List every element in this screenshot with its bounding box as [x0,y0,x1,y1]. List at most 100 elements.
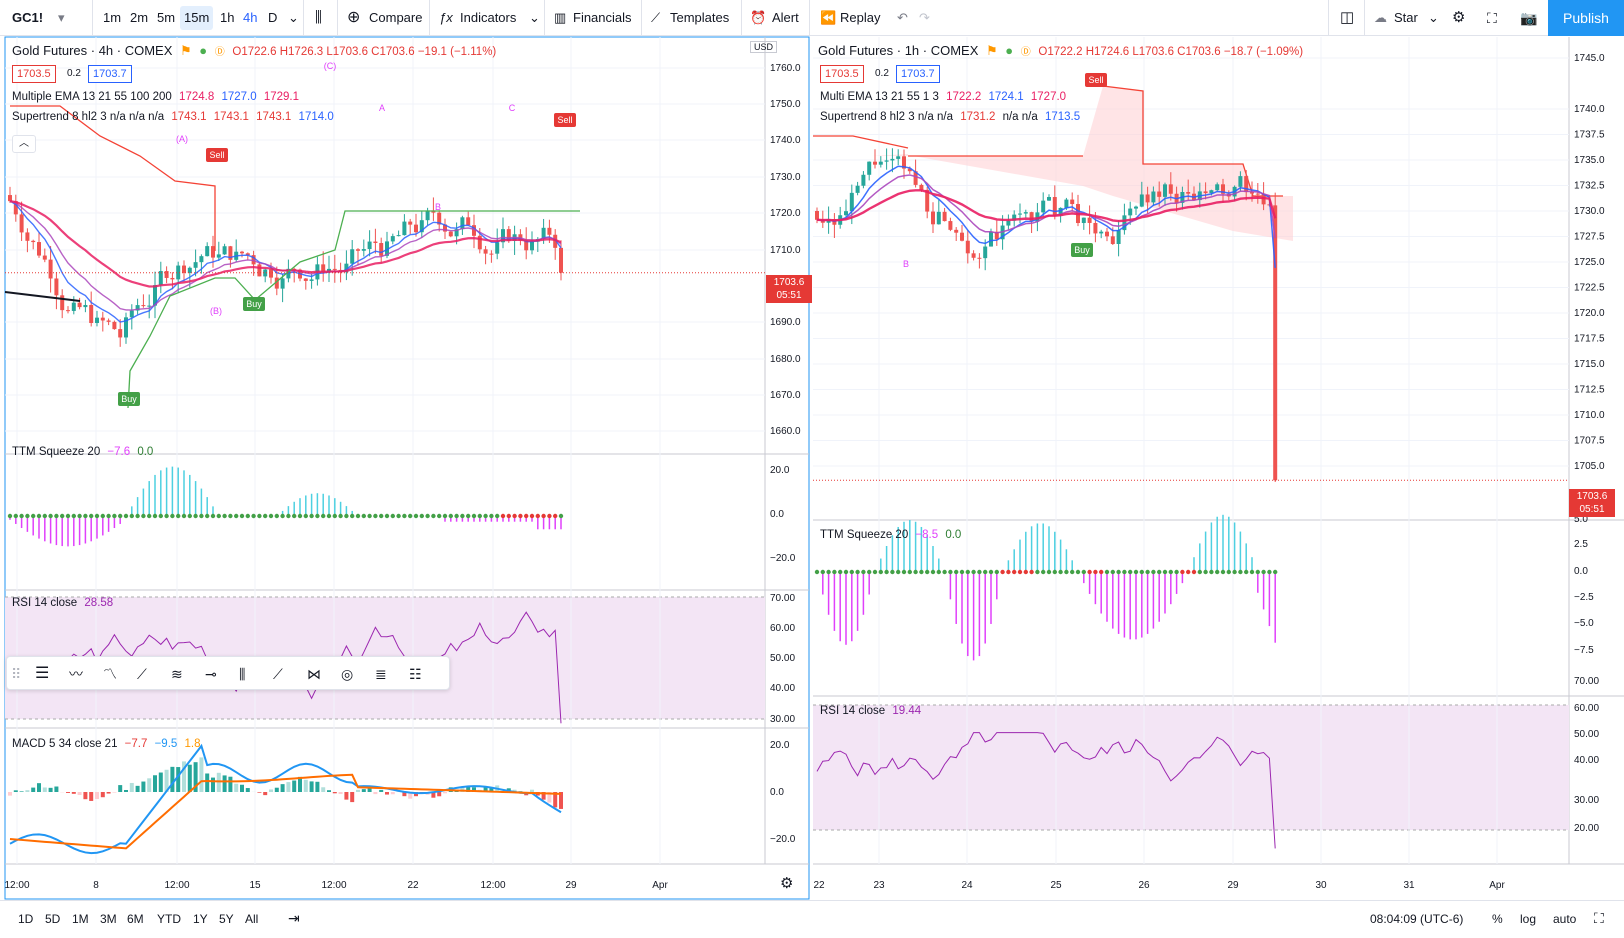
trendline-icon[interactable]: ⟋ [273,666,283,682]
range-5y[interactable]: 5Y [219,912,234,926]
ema-value-1: 1724.8 [179,91,215,103]
range-6m[interactable]: 6M [127,912,144,926]
interval-5m[interactable]: 5m [157,10,176,25]
macd-histogram-bar [19,791,24,792]
fib-extension-icon[interactable]: ☷ [409,666,422,682]
squeeze-dot [77,513,82,519]
left-rsi-legend[interactable]: RSI 14 close 28.58 [12,597,117,609]
star-button[interactable]: Star [1394,10,1418,25]
cloud-icon[interactable]: ☁ [1374,10,1387,25]
candle [1203,191,1208,194]
fib-retracement-icon[interactable]: ≣ [375,666,387,682]
undo-icon[interactable]: ↶ [897,10,908,25]
flag-icon[interactable]: ⚑ [986,43,998,58]
drawing-toolbar[interactable]: ⠿ ☰ 〰 〽 ⟋ ≋ ⊸ ⫼ ⟋ ⋈ ◎ ≣ ☷ [6,656,450,690]
horizontal-lines-icon[interactable]: ☰ [35,665,50,682]
squeeze-dot [855,569,860,575]
redo-icon[interactable]: ↷ [919,10,930,25]
indicators-chevron-icon[interactable]: ⌄ [529,10,540,25]
fullscreen-icon[interactable]: ⛶ [1487,10,1497,26]
wave-pattern-icon[interactable]: 〰 [69,666,83,682]
drag-handle-icon[interactable]: ⠿ [11,666,22,682]
candles-icon[interactable]: ⫼ [315,9,322,26]
publish-button[interactable]: Publish [1548,0,1624,36]
interval-4h[interactable]: 4h [243,10,258,25]
compare-plus-icon[interactable]: ⊕ [347,9,361,26]
fib-circle-icon[interactable]: ◎ [341,666,354,682]
financials-icon[interactable]: ▥ [554,10,567,25]
camera-icon[interactable]: 📷 [1520,10,1538,26]
buy-signal-label: Buy [246,299,262,309]
squeeze-dot [919,569,924,575]
rsi-tick-label: 40.00 [770,683,795,694]
interval-15m[interactable]: 15m [180,6,214,30]
range-5d[interactable]: 5D [45,912,61,926]
left-supertrend-legend[interactable]: Supertrend 8 hl2 3 n/a n/a n/a 1743.1 17… [12,111,338,123]
interval-2m[interactable]: 2m [130,10,149,25]
buy-price-box[interactable]: 1703.7 [896,65,940,83]
flag-icon[interactable]: ⚑ [180,43,192,58]
left-macd-legend[interactable]: MACD 5 34 close 21 −7.7 −9.5 1.8 [12,738,204,750]
ttm-tick-label: 0.0 [770,509,784,520]
left-chart-canvas[interactable]: Buy Buy Sell Sell (A) (B) (C) A B C 1760.0 1750.0 1… [0,36,810,900]
clock-timezone[interactable]: 08:04:09 (UTC-6) [1370,912,1464,926]
goto-date-icon[interactable]: ⇥ [288,910,300,926]
range-ytd[interactable]: YTD [157,912,181,926]
interval-d[interactable]: D [268,10,278,25]
right-supertrend-legend[interactable]: Supertrend 8 hl2 3 n/a n/a 1731.2 n/a n/… [820,111,1084,123]
layout-icon[interactable]: ◫ [1340,9,1355,26]
gann-fan-icon[interactable]: ⫼ [239,666,246,682]
interval-menu-chevron-icon[interactable]: ⌄ [288,10,299,25]
range-3m[interactable]: 3M [100,912,117,926]
rsi-tick-label: 50.00 [770,653,795,664]
star-chevron-icon[interactable]: ⌄ [1428,10,1439,25]
squeeze-dot [355,513,361,519]
interval-1h[interactable]: 1h [220,10,235,25]
templates-button[interactable]: Templates [670,10,730,25]
left-ttm-legend[interactable]: TTM Squeeze 20 −7.6 0.0 [12,446,157,458]
range-1d[interactable]: 1D [18,912,34,926]
right-rsi-legend[interactable]: RSI 14 close 19.44 [820,705,925,717]
candle [559,247,563,273]
time-tick-label: 25 [1050,880,1062,891]
fx-icon[interactable]: ƒx [439,10,453,25]
sell-price-box[interactable]: 1703.5 [12,65,56,83]
right-chart-canvas[interactable]: Sell Buy B 1745.0 1740.0 1737.5 1735.0 1732.5 1… [813,36,1624,900]
settings-gear-icon[interactable]: ⚙ [1452,9,1466,26]
left-ema-legend[interactable]: Multiple EMA 13 21 55 100 200 1724.8 172… [12,91,303,103]
fullscreen-corner-icon[interactable]: ⛶ [1594,910,1604,926]
candle [954,229,959,233]
percent-toggle[interactable]: % [1492,912,1503,926]
replay-icon[interactable]: ⏪ [820,10,837,25]
indicators-button[interactable]: Indicators [460,10,517,25]
range-1m[interactable]: 1M [72,912,89,926]
symbol-search[interactable]: GC1! [12,10,44,25]
xabcd-pattern-icon[interactable]: ⋈ [307,666,321,682]
sell-price-box[interactable]: 1703.5 [820,65,864,83]
abc-pattern-icon[interactable]: 〽 [103,666,117,682]
settings-gear-icon[interactable]: ⚙ [780,875,794,892]
financials-button[interactable]: Financials [573,10,632,25]
squeeze-dot [442,513,448,519]
interval-1m[interactable]: 1m [103,10,122,25]
range-all[interactable]: All [245,912,259,926]
chevron-down-icon[interactable]: ▾ [58,10,65,25]
replay-button[interactable]: Replay [840,10,881,25]
log-toggle[interactable]: log [1520,912,1537,926]
right-ema-legend[interactable]: Multi EMA 13 21 55 1 3 1722.2 1724.1 172… [820,91,1070,103]
alert-clock-icon[interactable]: ⏰ [750,10,767,25]
templates-icon[interactable]: ⟋ [651,10,661,25]
path-icon[interactable]: ⟋ [137,666,147,682]
right-ttm-legend[interactable]: TTM Squeeze 20 −8.5 0.0 [820,529,965,541]
currency-badge[interactable]: USD [750,41,778,53]
collapse-legend-chevron-icon[interactable]: ︿ [12,135,36,153]
squeeze-dot [942,569,947,575]
auto-toggle[interactable]: auto [1553,912,1577,926]
horizontal-ray-icon[interactable]: ⊸ [205,666,217,682]
range-1y[interactable]: 1Y [193,912,208,926]
parallel-channel-icon[interactable]: ≋ [171,666,183,682]
price-tick-label: 1707.5 [1574,436,1605,447]
buy-price-box[interactable]: 1703.7 [88,65,132,83]
alert-button[interactable]: Alert [772,10,799,25]
compare-button[interactable]: Compare [369,10,423,25]
